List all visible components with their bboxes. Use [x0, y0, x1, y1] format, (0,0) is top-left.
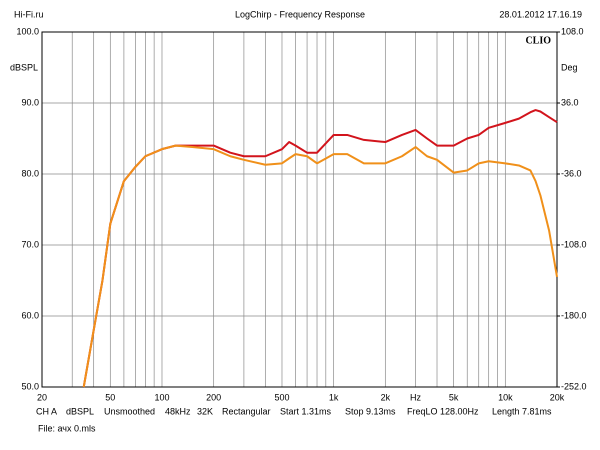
footer-item: 48kHz: [165, 406, 191, 416]
plot-frame: [41, 31, 558, 388]
footer-item: Stop 9.13ms: [345, 406, 396, 416]
x-tick-label: 200: [206, 392, 221, 402]
y2-tick-label: 108.0: [561, 26, 584, 36]
y2-tick-label: -108.0: [561, 239, 587, 249]
response-line: [82, 144, 558, 388]
y2-tick-label: -180.0: [561, 310, 587, 320]
x-tick-label: 20: [37, 392, 47, 402]
y-tick-label: 100.0: [16, 26, 39, 36]
footer-item: FreqLO 128.00Hz: [407, 406, 479, 416]
x-tick-label: 5k: [449, 392, 459, 402]
y-tick-label: 90.0: [21, 97, 39, 107]
y2-tick-label: -252.0: [561, 381, 587, 391]
y2-tick-label: 36.0: [561, 97, 579, 107]
footer-item: CH A: [36, 406, 57, 416]
footer-item: Unsmoothed: [104, 406, 155, 416]
y-tick-label: 50.0: [21, 381, 39, 391]
x-tick-label: 100: [154, 392, 169, 402]
file-label: File: ачх 0.mls: [38, 423, 96, 433]
footer-item: 32K: [197, 406, 213, 416]
header-left: Hi-Fi.ru: [14, 9, 44, 19]
y-tick-label: 70.0: [21, 239, 39, 249]
chart-title: LogChirp - Frequency Response: [235, 9, 365, 19]
y-axis-label: dBSPL: [10, 62, 38, 72]
y2-axis-label: Deg: [561, 62, 578, 72]
x-tick-label: Hz: [410, 392, 421, 402]
brand-label: CLIO: [525, 35, 551, 46]
x-tick-label: 500: [274, 392, 289, 402]
footer-item: dBSPL: [66, 406, 94, 416]
x-tick-label: 1k: [329, 392, 339, 402]
y-tick-label: 60.0: [21, 310, 39, 320]
footer-item: Start 1.31ms: [280, 406, 332, 416]
y2-tick-label: -36.0: [561, 168, 582, 178]
x-tick-label: 50: [105, 392, 115, 402]
x-tick-label: 10k: [498, 392, 513, 402]
footer-item: Length 7.81ms: [492, 406, 552, 416]
footer-item: Rectangular: [222, 406, 271, 416]
x-tick-label: 2k: [381, 392, 391, 402]
y-tick-label: 80.0: [21, 168, 39, 178]
x-tick-label: 20k: [550, 392, 565, 402]
header-right: 28.01.2012 17.16.19: [499, 9, 582, 19]
